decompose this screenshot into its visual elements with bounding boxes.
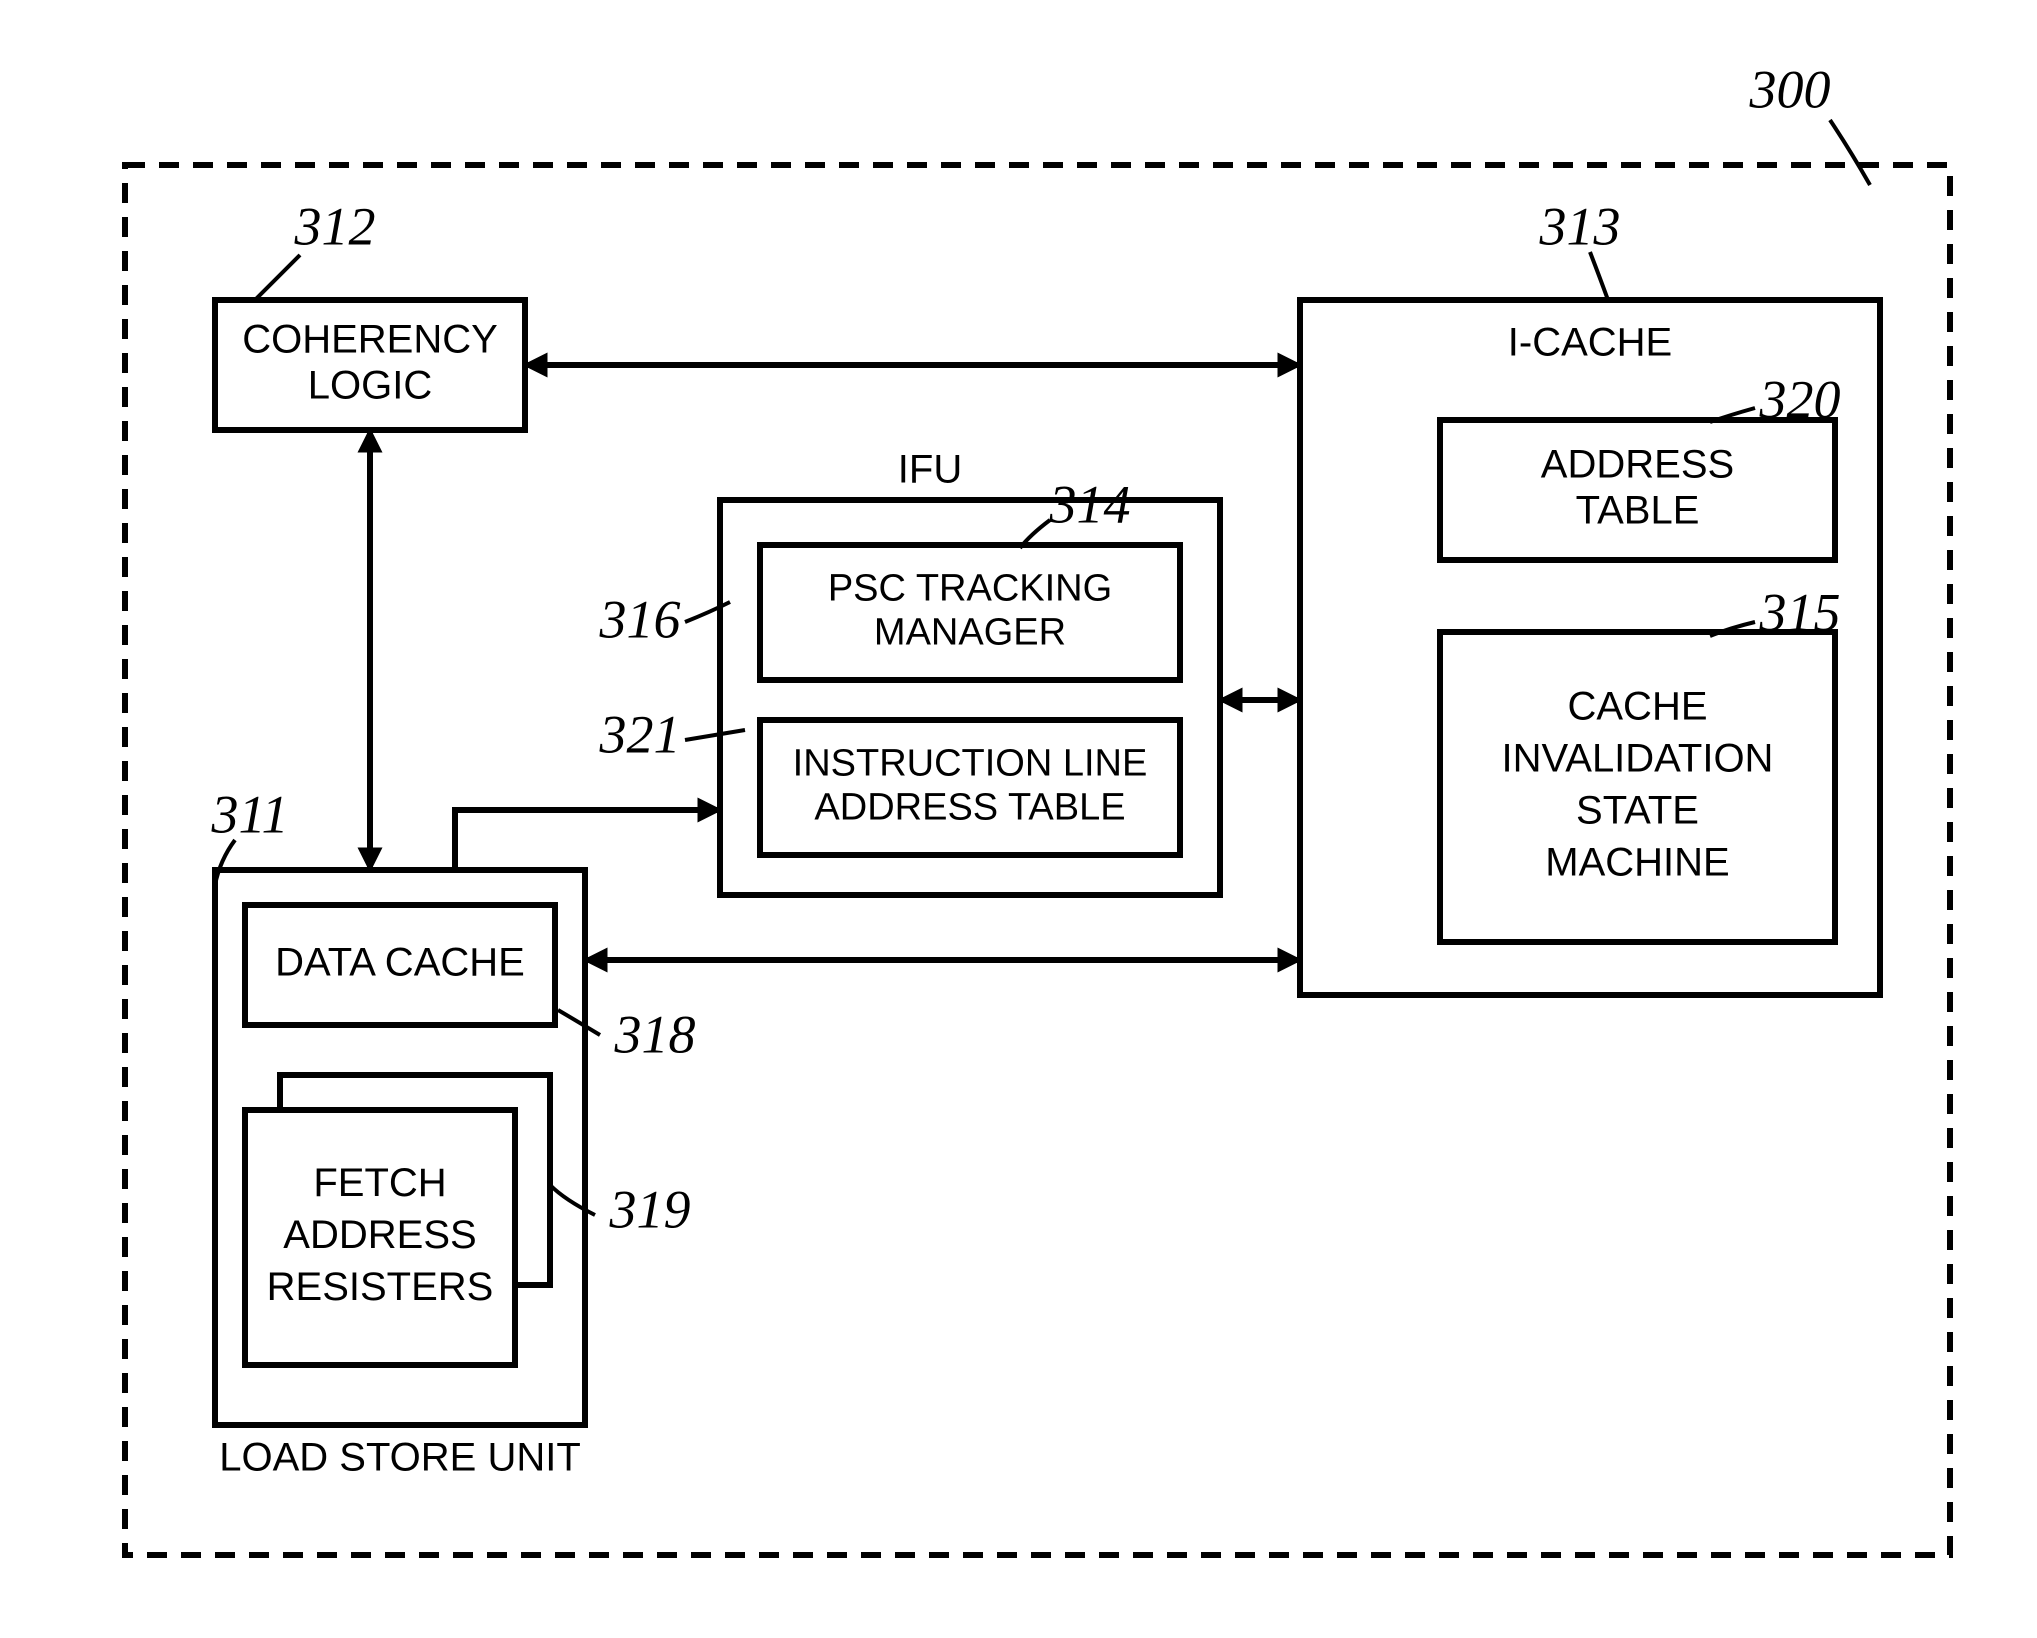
svg-text:STATE: STATE bbox=[1576, 789, 1699, 833]
svg-text:312: 312 bbox=[294, 196, 376, 256]
svg-text:ADDRESS TABLE: ADDRESS TABLE bbox=[814, 787, 1125, 829]
svg-text:319: 319 bbox=[609, 1179, 691, 1239]
svg-text:LOGIC: LOGIC bbox=[308, 364, 432, 408]
svg-text:PSC TRACKING: PSC TRACKING bbox=[828, 568, 1112, 610]
svg-text:DATA CACHE: DATA CACHE bbox=[275, 941, 525, 985]
svg-text:MANAGER: MANAGER bbox=[874, 612, 1066, 654]
svg-text:321: 321 bbox=[599, 704, 681, 764]
svg-text:CACHE: CACHE bbox=[1567, 685, 1707, 729]
svg-text:LOAD STORE UNIT: LOAD STORE UNIT bbox=[219, 1436, 581, 1480]
svg-text:FETCH: FETCH bbox=[313, 1161, 446, 1205]
diagram-canvas: 300COHERENCYLOGIC312I-CACHE313ADDRESSTAB… bbox=[0, 0, 2037, 1638]
svg-text:311: 311 bbox=[211, 784, 289, 844]
svg-text:315: 315 bbox=[1759, 582, 1841, 642]
svg-text:320: 320 bbox=[1759, 369, 1841, 429]
cache-inval-sm-box bbox=[1440, 632, 1835, 942]
svg-text:IFU: IFU bbox=[898, 448, 962, 492]
svg-text:I-CACHE: I-CACHE bbox=[1508, 321, 1672, 365]
svg-text:314: 314 bbox=[1049, 474, 1131, 534]
svg-text:ADDRESS: ADDRESS bbox=[1541, 443, 1734, 487]
svg-text:ADDRESS: ADDRESS bbox=[283, 1213, 476, 1257]
svg-text:TABLE: TABLE bbox=[1576, 489, 1700, 533]
svg-text:INSTRUCTION LINE: INSTRUCTION LINE bbox=[793, 743, 1148, 785]
svg-text:INVALIDATION: INVALIDATION bbox=[1502, 737, 1774, 781]
svg-text:COHERENCY: COHERENCY bbox=[242, 318, 498, 362]
svg-text:300: 300 bbox=[1749, 59, 1831, 119]
svg-text:313: 313 bbox=[1539, 196, 1621, 256]
svg-text:316: 316 bbox=[599, 589, 681, 649]
svg-text:RESISTERS: RESISTERS bbox=[267, 1265, 494, 1309]
svg-text:MACHINE: MACHINE bbox=[1545, 841, 1729, 885]
svg-text:318: 318 bbox=[614, 1004, 696, 1064]
